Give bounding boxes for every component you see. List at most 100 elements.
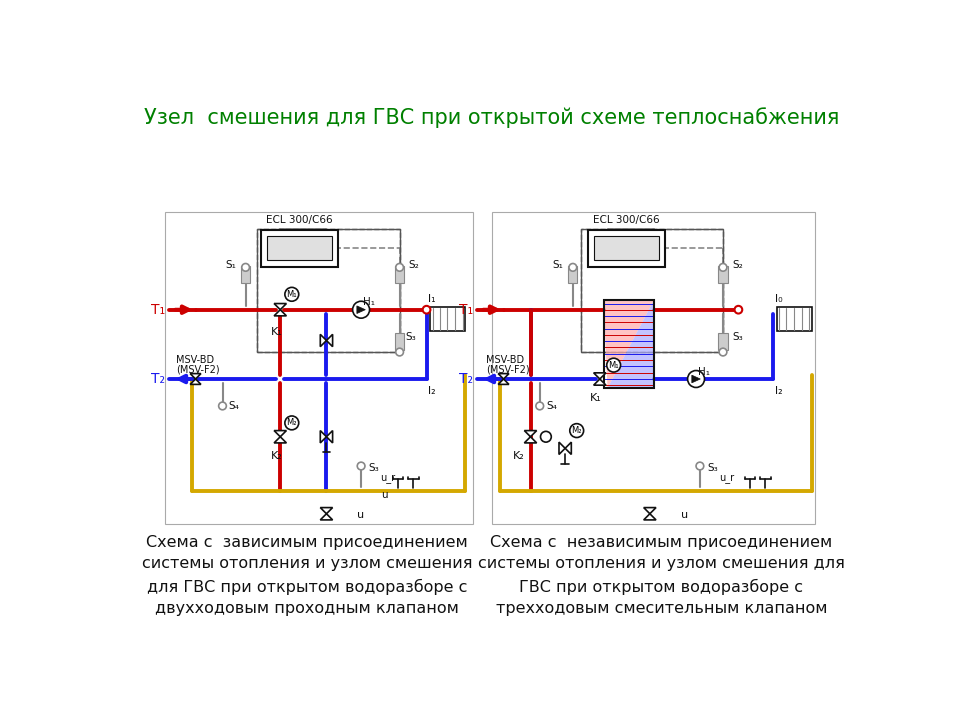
Text: Узел  смешения для ГВС при открытой схеме теплоснабжения: Узел смешения для ГВС при открытой схеме… bbox=[144, 107, 840, 128]
Polygon shape bbox=[326, 431, 332, 443]
Polygon shape bbox=[692, 375, 700, 383]
Polygon shape bbox=[275, 437, 286, 443]
Circle shape bbox=[719, 264, 727, 271]
Text: ECL 300/С66: ECL 300/С66 bbox=[593, 215, 660, 225]
Circle shape bbox=[687, 371, 705, 387]
Bar bbox=[492, 212, 815, 523]
Circle shape bbox=[396, 264, 403, 271]
Polygon shape bbox=[275, 310, 286, 316]
Bar bbox=[257, 229, 399, 352]
Text: ECL 300/С66: ECL 300/С66 bbox=[266, 215, 333, 225]
Text: (MSV-F2): (MSV-F2) bbox=[486, 364, 530, 374]
Polygon shape bbox=[593, 379, 606, 385]
Polygon shape bbox=[321, 508, 332, 514]
Text: u: u bbox=[381, 490, 388, 500]
Text: MSV-BD: MSV-BD bbox=[486, 355, 524, 365]
Bar bbox=[581, 229, 723, 352]
Circle shape bbox=[569, 264, 577, 271]
Text: l₁: l₁ bbox=[428, 294, 436, 304]
Text: S₁: S₁ bbox=[553, 260, 564, 270]
Bar bbox=[267, 235, 332, 261]
Polygon shape bbox=[326, 334, 332, 346]
Bar bbox=[395, 266, 404, 283]
Circle shape bbox=[357, 462, 365, 470]
Text: T₂: T₂ bbox=[151, 372, 165, 386]
Polygon shape bbox=[498, 374, 509, 379]
Circle shape bbox=[540, 431, 551, 442]
Text: K₁: K₁ bbox=[271, 327, 282, 337]
Text: M₂: M₂ bbox=[286, 418, 297, 428]
Bar bbox=[777, 307, 811, 331]
Circle shape bbox=[696, 462, 704, 470]
Text: u_r: u_r bbox=[719, 474, 734, 485]
Bar bbox=[261, 230, 338, 266]
Bar bbox=[257, 229, 399, 352]
Circle shape bbox=[242, 264, 250, 271]
Text: S₂: S₂ bbox=[732, 260, 743, 270]
Text: S₄: S₄ bbox=[546, 401, 557, 411]
Polygon shape bbox=[565, 442, 571, 454]
Circle shape bbox=[536, 402, 543, 410]
Text: T₁: T₁ bbox=[151, 302, 165, 317]
Polygon shape bbox=[190, 374, 201, 379]
Text: M₂: M₂ bbox=[571, 426, 582, 435]
Polygon shape bbox=[524, 437, 537, 443]
Bar bbox=[588, 230, 665, 266]
Text: u: u bbox=[357, 510, 365, 521]
Polygon shape bbox=[275, 304, 286, 310]
Bar bbox=[568, 266, 578, 283]
Bar bbox=[430, 307, 465, 331]
Bar bbox=[165, 212, 472, 523]
Polygon shape bbox=[321, 334, 326, 346]
Polygon shape bbox=[498, 379, 509, 384]
Text: S₃: S₃ bbox=[406, 332, 417, 342]
Text: l₂: l₂ bbox=[428, 385, 436, 395]
Polygon shape bbox=[321, 431, 326, 443]
Circle shape bbox=[570, 423, 584, 438]
Polygon shape bbox=[644, 508, 656, 514]
Circle shape bbox=[734, 306, 742, 313]
Circle shape bbox=[607, 359, 620, 372]
Text: u_r: u_r bbox=[380, 474, 396, 485]
Text: S₃: S₃ bbox=[708, 462, 718, 472]
Text: MSV-BD: MSV-BD bbox=[177, 355, 214, 365]
Text: S₂: S₂ bbox=[409, 260, 420, 270]
Text: Схема с  независимым присоединением
системы отопления и узлом смешения для
ГВС п: Схема с независимым присоединением систе… bbox=[478, 534, 845, 616]
Text: K₂: K₂ bbox=[271, 451, 282, 461]
Polygon shape bbox=[608, 300, 654, 388]
Circle shape bbox=[285, 287, 299, 301]
Text: M₁: M₁ bbox=[609, 361, 619, 369]
Bar bbox=[718, 266, 728, 283]
Text: Схема с  зависимым присоединением
системы отопления и узлом смешения
для ГВС при: Схема с зависимым присоединением системы… bbox=[142, 534, 472, 616]
Text: T₁: T₁ bbox=[459, 302, 472, 317]
Bar bbox=[241, 266, 251, 283]
Text: H₁: H₁ bbox=[698, 366, 709, 377]
Text: T₂: T₂ bbox=[459, 372, 472, 386]
Text: H₁: H₁ bbox=[363, 297, 374, 307]
Bar bbox=[718, 333, 728, 350]
Bar bbox=[395, 333, 404, 350]
Text: S₃: S₃ bbox=[369, 462, 379, 472]
Text: S₃: S₃ bbox=[732, 332, 743, 342]
Circle shape bbox=[219, 402, 227, 410]
Polygon shape bbox=[593, 373, 606, 379]
Polygon shape bbox=[644, 514, 656, 520]
Text: u: u bbox=[681, 510, 687, 521]
Polygon shape bbox=[604, 300, 654, 388]
Bar bbox=[581, 229, 723, 352]
Circle shape bbox=[396, 348, 403, 356]
Text: l₂: l₂ bbox=[775, 385, 782, 395]
Polygon shape bbox=[524, 431, 537, 437]
Text: S₄: S₄ bbox=[228, 401, 239, 411]
Polygon shape bbox=[559, 442, 565, 454]
Circle shape bbox=[422, 306, 430, 313]
Polygon shape bbox=[190, 379, 201, 384]
Text: K₁: K₁ bbox=[590, 393, 602, 403]
Text: K₂: K₂ bbox=[513, 451, 525, 461]
Polygon shape bbox=[275, 431, 286, 437]
Circle shape bbox=[352, 301, 370, 318]
Polygon shape bbox=[321, 514, 332, 520]
Circle shape bbox=[285, 416, 299, 430]
Polygon shape bbox=[357, 306, 366, 313]
Text: M₁: M₁ bbox=[286, 289, 297, 299]
